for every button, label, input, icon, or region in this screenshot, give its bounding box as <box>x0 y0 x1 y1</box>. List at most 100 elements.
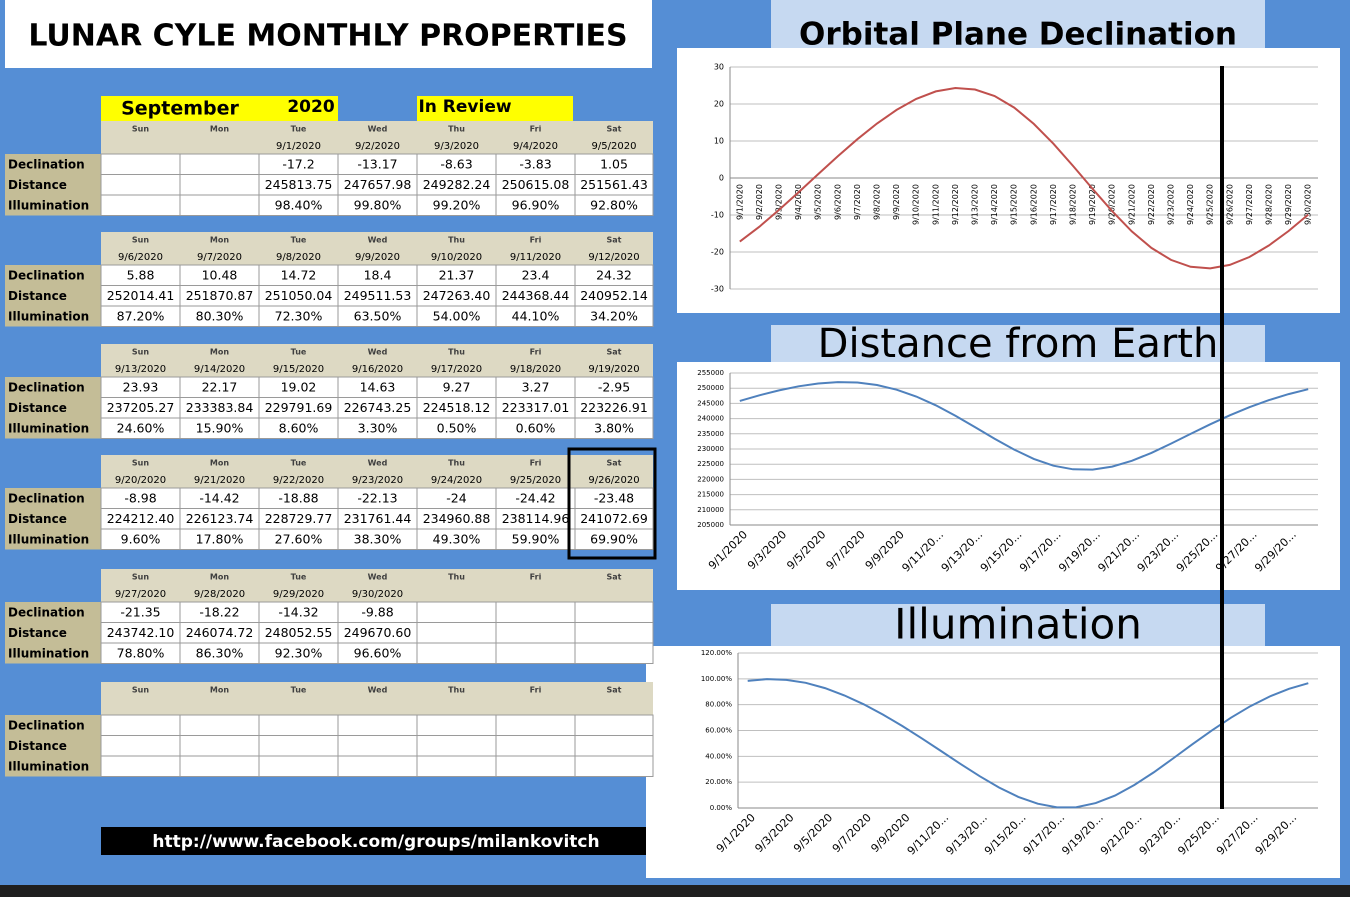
y-tick-label: 60.00% <box>705 727 732 735</box>
cell-value: 9.27 <box>443 380 471 395</box>
day-name: Wed <box>368 573 388 582</box>
cell-value: -17.2 <box>282 157 314 172</box>
cell-value: 226123.74 <box>186 511 254 526</box>
cell-value: 223226.91 <box>580 400 648 415</box>
row-label-cell <box>5 397 101 418</box>
date: 9/14/2020 <box>194 364 245 375</box>
date: 9/26/2020 <box>588 475 639 486</box>
cell-value: 238114.96 <box>502 511 570 526</box>
x-tick-label: 9/6/2020 <box>833 184 842 220</box>
x-tick-label: 9/28/2020 <box>1265 184 1274 225</box>
cell-value: 247263.40 <box>423 288 491 303</box>
day-name: Sun <box>132 236 149 245</box>
row-label: Illumination <box>8 422 89 436</box>
date: 9/27/2020 <box>115 589 166 600</box>
row-label: Declination <box>8 606 85 620</box>
cell-value: -18.22 <box>199 605 239 620</box>
x-tick-label: 9/30/2020 <box>1304 184 1313 225</box>
cell <box>416 735 497 757</box>
cell-value: 38.30% <box>354 532 402 547</box>
day-name: Mon <box>210 686 229 695</box>
cell-value: 247657.98 <box>344 177 412 192</box>
x-tick-label: 9/2/2020 <box>755 184 764 220</box>
cell-value: 240952.14 <box>580 288 648 303</box>
chart-title: Illumination <box>894 600 1142 649</box>
cell-value: -18.88 <box>278 491 318 506</box>
row-label: Illumination <box>8 310 89 324</box>
date: 9/25/2020 <box>510 475 561 486</box>
day-name: Mon <box>210 573 229 582</box>
cell-value: 249282.24 <box>423 177 491 192</box>
row-label-cell <box>5 174 101 195</box>
date: 9/2/2020 <box>355 141 400 152</box>
chart-panel <box>646 646 1340 878</box>
day-name: Thu <box>448 459 465 468</box>
cell-value: 224518.12 <box>423 400 491 415</box>
day-name: Tue <box>291 573 307 582</box>
cell-value: 19.02 <box>281 380 317 395</box>
cell-value: 69.90% <box>590 532 638 547</box>
row-label-cell <box>5 195 101 216</box>
cell <box>574 622 654 644</box>
day-name: Thu <box>448 236 465 245</box>
header-band <box>101 682 653 715</box>
day-name: Wed <box>368 236 388 245</box>
x-tick-label: 9/18/2020 <box>1069 184 1078 225</box>
header-band <box>101 344 653 377</box>
day-name: Mon <box>210 236 229 245</box>
date: 9/28/2020 <box>194 589 245 600</box>
bottom-strip <box>0 885 1350 897</box>
cell <box>100 735 181 757</box>
note: In Review <box>418 97 511 117</box>
date: 9/30/2020 <box>352 589 403 600</box>
cell-value: 228729.77 <box>265 511 333 526</box>
date: 9/13/2020 <box>115 364 166 375</box>
row-label: Distance <box>8 289 67 303</box>
cell <box>179 714 260 736</box>
cell-value: 22.17 <box>202 380 238 395</box>
day-name: Tue <box>291 125 307 134</box>
day-name: Sun <box>132 459 149 468</box>
row-label-cell <box>5 377 101 398</box>
day-name: Sat <box>607 236 622 245</box>
cell <box>574 714 654 736</box>
date: 9/22/2020 <box>273 475 324 486</box>
date: 9/24/2020 <box>431 475 482 486</box>
cell-value: 1.05 <box>600 157 628 172</box>
y-tick-label: 235000 <box>697 430 724 438</box>
x-tick-label: 9/29/2020 <box>1284 184 1293 225</box>
date: 9/5/2020 <box>592 141 637 152</box>
date: 9/7/2020 <box>197 252 242 263</box>
x-tick-label: 9/11/2020 <box>931 184 940 225</box>
x-tick-label: 9/13/2020 <box>971 184 980 225</box>
cell <box>495 735 576 757</box>
y-tick-label: 220000 <box>697 475 724 483</box>
cell-value: 21.37 <box>439 268 475 283</box>
header-band <box>101 455 653 488</box>
cell-value: 250615.08 <box>502 177 570 192</box>
cell-value: 251050.04 <box>265 288 333 303</box>
cell <box>416 642 497 664</box>
x-tick-label: 9/15/2020 <box>1010 184 1019 225</box>
date: 9/1/2020 <box>276 141 321 152</box>
cell-value: -9.88 <box>361 605 393 620</box>
row-label: Declination <box>8 719 85 733</box>
cell-value: -3.83 <box>519 157 551 172</box>
cell-value: 98.40% <box>275 198 323 213</box>
chart-panel <box>677 362 1340 590</box>
day-name: Sat <box>607 459 622 468</box>
page-title: LUNAR CYLE MONTHLY PROPERTIES <box>28 19 627 54</box>
cell <box>574 755 654 777</box>
day-name: Wed <box>368 686 388 695</box>
row-label-cell <box>5 529 101 550</box>
x-tick-label: 9/12/2020 <box>951 184 960 225</box>
series-line <box>739 381 1309 471</box>
y-tick-label: 210000 <box>697 506 724 514</box>
x-tick-label: 9/19/2020 <box>1088 184 1097 225</box>
date: 9/23/2020 <box>352 475 403 486</box>
cell-value: 252014.41 <box>107 288 175 303</box>
y-tick-label: 40.00% <box>705 752 732 760</box>
cell-value: 78.80% <box>117 646 165 661</box>
cell <box>574 528 654 550</box>
